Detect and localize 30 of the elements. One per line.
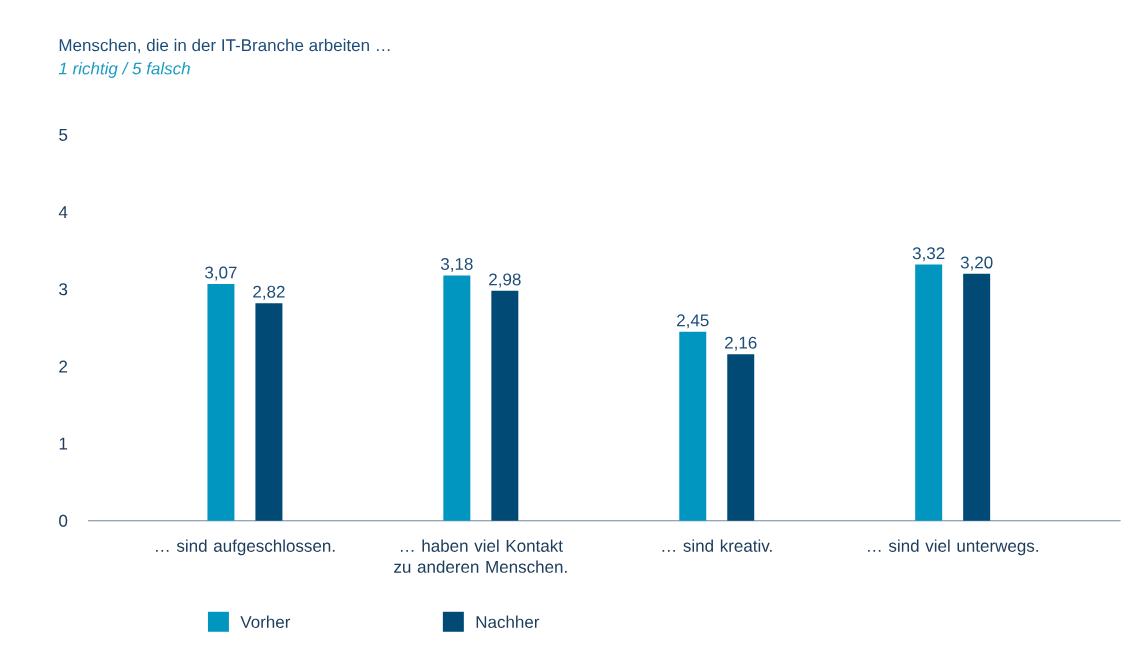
data-label: 3,18 xyxy=(440,258,473,273)
y-tick-label: 3 xyxy=(59,283,68,296)
bar xyxy=(915,264,943,521)
x-tick-label: … sind viel unterwegs. xyxy=(868,539,1038,556)
x-tick-label: … haben viel Kontakt zu anderen Menschen. xyxy=(394,539,567,573)
legend-label: Vorher xyxy=(240,615,291,629)
bar xyxy=(491,290,519,521)
chart-title: Menschen, die in der IT-Branche arbeiten … xyxy=(59,38,390,54)
data-label: 2,45 xyxy=(677,314,709,329)
data-label: 3,32 xyxy=(912,247,945,262)
data-label: 2,16 xyxy=(725,336,757,351)
y-tick-label: 5 xyxy=(59,129,68,141)
bar xyxy=(443,275,471,521)
data-label: 2,82 xyxy=(253,285,285,300)
y-tick-label: 2 xyxy=(59,360,68,373)
x-tick-label: … sind kreativ. xyxy=(662,539,772,552)
data-label: 2,98 xyxy=(489,273,521,288)
bar xyxy=(255,303,283,521)
bar xyxy=(963,273,991,521)
legend-label: Nachher xyxy=(476,615,540,629)
bar xyxy=(727,354,755,521)
x-tick-label: … sind aufgeschlossen. xyxy=(156,539,335,556)
y-tick-label: 4 xyxy=(58,206,68,219)
bar xyxy=(679,331,707,521)
data-label: 3,07 xyxy=(205,266,237,281)
bar xyxy=(207,284,235,521)
y-tick-label: 1 xyxy=(59,437,68,450)
data-label: 3,20 xyxy=(960,256,993,271)
y-tick-label: 0 xyxy=(59,514,68,527)
chart-subtitle: 1 richtig / 5 falsch xyxy=(58,62,190,78)
